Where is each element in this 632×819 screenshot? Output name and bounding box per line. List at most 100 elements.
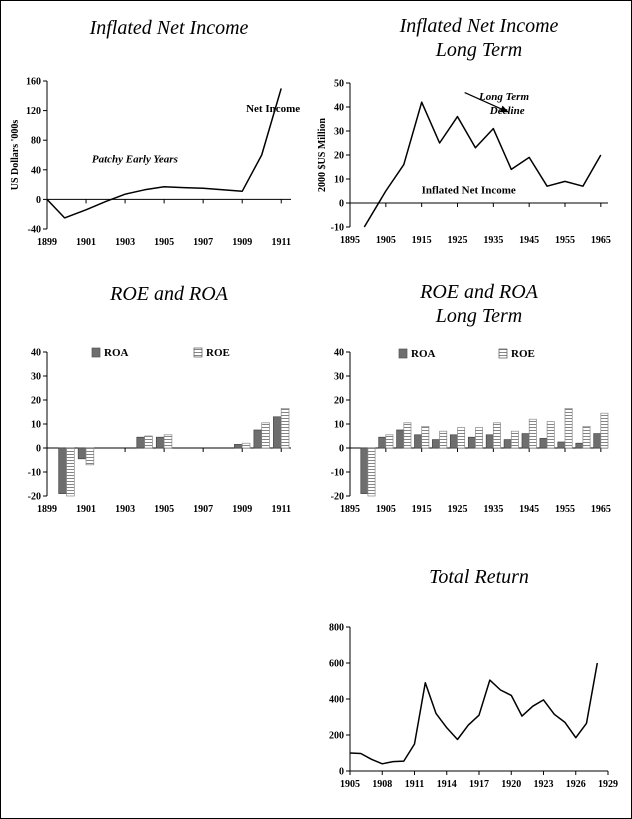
chart-title: Long Term [435, 39, 523, 61]
y-axis-label: US Dollars '000s [10, 120, 21, 191]
y-tick-label: -10 [331, 223, 344, 234]
y-tick-label: 20 [334, 396, 344, 407]
y-tick-label: -20 [331, 492, 344, 503]
x-tick-label: 1925 [448, 504, 468, 515]
y-tick-label: -10 [28, 468, 41, 479]
legend-label-roe: ROE [206, 347, 230, 359]
x-tick-label: 1914 [437, 779, 457, 790]
y-tick-label: 800 [329, 623, 344, 634]
bar-roe [163, 434, 173, 449]
annotation: Long Term [478, 91, 529, 103]
bar-roa [234, 444, 243, 449]
x-tick-label: 1895 [340, 235, 360, 246]
y-tick-label: 10 [334, 175, 344, 186]
bar-roe [144, 435, 153, 449]
x-tick-label: 1925 [448, 235, 468, 246]
y-tick-label: 160 [26, 77, 41, 88]
chart-title: Inflated Net Income [399, 15, 559, 37]
x-tick-label: 1920 [501, 779, 521, 790]
y-tick-label: 30 [31, 372, 41, 383]
chart-c5: Total Return 0 200 400 600 800 1905 1908 1911 191… [329, 566, 618, 790]
bar-roe [280, 408, 290, 449]
y-tick-label: 40 [334, 103, 344, 114]
y-tick-label: 50 [334, 79, 344, 90]
x-tick-label: 1901 [76, 504, 96, 515]
x-tick-label: 1923 [534, 779, 554, 790]
x-tick-label: 1905 [340, 779, 360, 790]
x-tick-label: 1945 [519, 235, 539, 246]
bar-roa [467, 436, 476, 449]
bar-roa [273, 416, 282, 449]
annotation-arrow [464, 92, 509, 113]
legend-swatch-roa [91, 347, 101, 358]
y-tick-label: 20 [334, 151, 344, 162]
y-axis-label: 2000 $US Million [317, 118, 328, 192]
y-tick-label: 20 [31, 396, 41, 407]
bar-roa [575, 442, 584, 449]
x-tick-label: 1905 [376, 235, 396, 246]
chart-title: Inflated Net Income [89, 17, 249, 39]
y-tick-label: 0 [339, 444, 344, 455]
bar-roe [66, 447, 75, 497]
x-tick-label: 1935 [483, 504, 503, 515]
bar-roa [360, 447, 369, 494]
bar-roa [155, 436, 165, 449]
x-tick-label: 1901 [76, 237, 96, 248]
legend-swatch-roa [398, 348, 408, 359]
y-tick-label: 0 [339, 767, 344, 778]
chart-title: Total Return [429, 566, 529, 588]
y-tick-label: 400 [329, 695, 344, 706]
bar-roe [528, 418, 537, 449]
bar-roe [582, 426, 591, 449]
x-tick-label: 1908 [372, 779, 392, 790]
bar-roa [539, 438, 548, 449]
x-tick-label: 1965 [591, 235, 611, 246]
chart-title: ROE and ROA [109, 283, 229, 305]
bar-roa [77, 447, 87, 460]
x-tick-label: 1899 [37, 504, 57, 515]
bar-roa [414, 434, 423, 449]
series-line [46, 88, 282, 219]
x-tick-label: 1903 [115, 504, 135, 515]
y-tick-label: 10 [31, 420, 41, 431]
x-tick-label: 1909 [232, 237, 252, 248]
x-tick-label: 1905 [154, 237, 174, 248]
bar-roa [396, 429, 405, 449]
y-tick-label: -40 [28, 225, 41, 236]
y-tick-label: 600 [329, 659, 344, 670]
x-tick-label: 1915 [412, 235, 432, 246]
x-tick-label: 1911 [405, 779, 424, 790]
y-tick-label: 120 [26, 106, 41, 117]
x-tick-label: 1911 [272, 237, 291, 248]
x-tick-label: 1903 [115, 237, 135, 248]
x-tick-label: 1909 [232, 504, 252, 515]
annotation: Net Income [246, 103, 300, 115]
bar-roa [485, 434, 494, 449]
bar-roa [557, 441, 566, 449]
x-tick-label: 1899 [37, 237, 57, 248]
x-tick-label: 1911 [272, 504, 291, 515]
y-tick-label: 80 [31, 136, 41, 147]
annotation: Patchy Early Years [92, 153, 178, 165]
y-tick-label: 10 [334, 420, 344, 431]
legend-swatch-roe [193, 347, 203, 358]
y-tick-label: 30 [334, 127, 344, 138]
y-tick-label: 40 [31, 348, 41, 359]
legend-swatch-roe [498, 348, 508, 359]
legend-label-roa: ROA [104, 347, 129, 359]
y-tick-label: -10 [331, 468, 344, 479]
chart-c1: Inflated Net Income -40 0 40 80 120 160 1899 190… [10, 17, 300, 248]
y-tick-label: 40 [334, 348, 344, 359]
y-tick-label: 200 [329, 731, 344, 742]
bar-roa [593, 433, 602, 449]
x-tick-label: 1945 [519, 504, 539, 515]
bar-roe [492, 422, 501, 449]
bar-roa [136, 436, 145, 449]
chart-title: ROE and ROA [419, 281, 539, 303]
bar-roe [385, 434, 394, 449]
bar-roe [403, 422, 412, 449]
y-tick-label: -20 [28, 492, 41, 503]
series-line [349, 662, 599, 765]
y-tick-label: 30 [334, 372, 344, 383]
